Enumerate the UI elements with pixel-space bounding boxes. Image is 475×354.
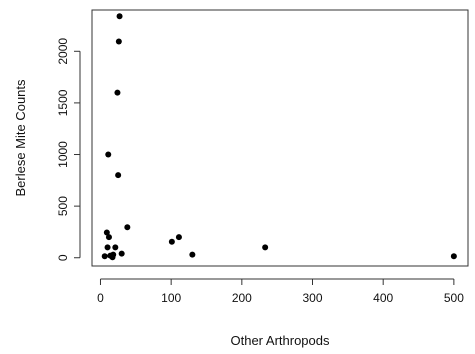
x-tick-label: 200 <box>232 291 252 305</box>
data-point <box>262 244 269 251</box>
data-point <box>105 234 112 241</box>
y-axis-label: Berlese Mite Counts <box>13 79 28 197</box>
data-point <box>450 253 457 260</box>
data-point <box>109 254 116 261</box>
data-point <box>103 229 110 236</box>
x-tick-label: 400 <box>373 291 393 305</box>
y-tick-label: 500 <box>56 196 70 216</box>
y-tick-label: 0 <box>56 254 70 261</box>
x-axis-label: Other Arthropods <box>231 333 330 348</box>
plot-frame <box>91 9 469 267</box>
y-axis: 0 500 1000 1500 2000 <box>56 38 81 261</box>
data-point <box>105 151 112 158</box>
data-point <box>124 224 131 231</box>
data-point <box>114 89 121 96</box>
x-tick-label: 100 <box>161 291 181 305</box>
data-point <box>116 13 123 20</box>
data-point <box>104 244 111 251</box>
x-tick-label: 0 <box>97 291 104 305</box>
x-axis: 0 100 200 300 400 500 <box>97 278 464 305</box>
x-tick-label: 500 <box>444 291 464 305</box>
data-point <box>118 250 125 257</box>
y-tick-label: 2000 <box>56 38 70 65</box>
data-point <box>101 253 108 260</box>
data-point <box>175 234 182 241</box>
x-tick-label: 300 <box>302 291 322 305</box>
data-points <box>101 13 457 261</box>
y-tick-label: 1000 <box>56 141 70 168</box>
data-point <box>112 244 119 251</box>
data-point <box>168 238 175 245</box>
data-point <box>115 172 122 179</box>
y-tick-label: 1500 <box>56 89 70 116</box>
data-point <box>115 38 122 45</box>
data-point <box>189 251 196 258</box>
